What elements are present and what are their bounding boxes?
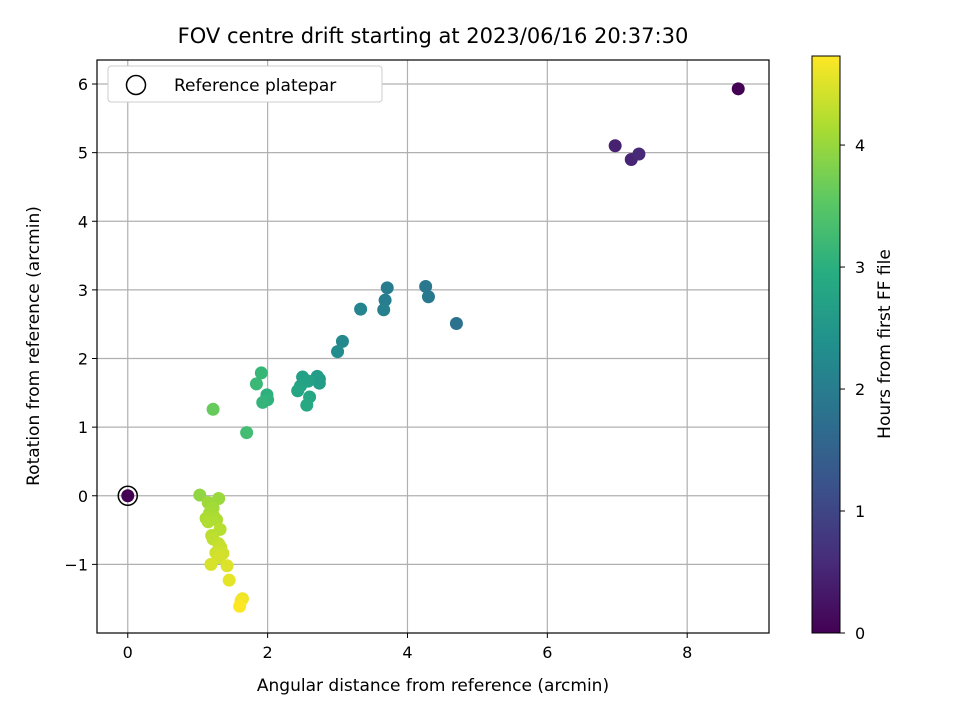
x-tick-label: 0	[123, 643, 133, 662]
data-point	[335, 334, 349, 348]
data-point	[354, 302, 368, 316]
colorbar-tick-label: 3	[855, 258, 865, 277]
colorbar-tick-label: 0	[855, 624, 865, 643]
y-tick-label: −1	[64, 555, 88, 574]
data-point	[312, 376, 326, 390]
x-tick-label: 2	[263, 643, 273, 662]
legend: Reference platepar	[107, 65, 383, 103]
colorbar-label: Hours from first FF file	[875, 249, 895, 439]
legend-marker	[125, 74, 147, 96]
colorbar-gradient	[811, 55, 841, 634]
x-axis-label: Angular distance from reference (arcmin)	[257, 676, 609, 696]
plot-frame	[96, 59, 770, 634]
data-point	[731, 82, 745, 96]
y-tick-label: 2	[78, 350, 88, 369]
colorbar-tick-label: 4	[855, 136, 865, 155]
data-point	[449, 317, 463, 331]
data-point	[256, 395, 270, 409]
data-point	[300, 398, 314, 412]
reference-marker	[117, 485, 139, 507]
colorbar-tick-label: 2	[855, 380, 865, 399]
data-points	[121, 82, 745, 613]
data-point	[240, 426, 254, 440]
data-point	[331, 345, 345, 359]
data-point	[222, 573, 236, 587]
plot-area	[97, 60, 769, 633]
data-point	[632, 147, 646, 161]
y-tick-label: 5	[78, 144, 88, 163]
data-point	[419, 279, 433, 293]
data-point	[291, 384, 305, 398]
data-point	[380, 281, 394, 295]
y-tick-label: 0	[78, 487, 88, 506]
y-axis-label: Rotation from reference (arcmin)	[24, 206, 44, 486]
data-point	[201, 515, 215, 529]
colorbar-ticks: 0 1 2 3 4	[840, 136, 865, 643]
data-point	[233, 599, 247, 613]
data-point	[421, 290, 435, 304]
data-point	[378, 293, 392, 307]
y-tick-label: 6	[78, 75, 88, 94]
reference-marker-group	[117, 485, 139, 507]
x-tick-label: 8	[682, 643, 692, 662]
data-point	[206, 402, 220, 416]
data-point	[249, 377, 263, 391]
legend-box	[107, 65, 383, 103]
data-point	[608, 139, 622, 153]
colorbar-tick-label: 1	[855, 502, 865, 521]
x-axis-ticks: 0 2 4 6 8	[123, 633, 692, 662]
colorbar: 0 1 2 3 4 Hours from first FF file	[811, 55, 895, 643]
y-tick-label: 1	[78, 418, 88, 437]
y-tick-label: 4	[78, 212, 88, 231]
data-point	[204, 557, 218, 571]
x-tick-label: 6	[542, 643, 552, 662]
data-point	[121, 489, 135, 503]
data-point	[220, 559, 234, 573]
y-axis-ticks: −1 0 1 2 3 4 5 6	[64, 75, 97, 574]
data-point	[254, 366, 268, 380]
x-tick-label: 4	[402, 643, 412, 662]
data-point	[193, 488, 207, 502]
data-point	[212, 491, 226, 505]
legend-entry-reference: Reference platepar	[174, 76, 336, 96]
data-point	[377, 303, 391, 317]
chart-title: FOV centre drift starting at 2023/06/16 …	[178, 24, 689, 48]
y-tick-label: 3	[78, 281, 88, 300]
